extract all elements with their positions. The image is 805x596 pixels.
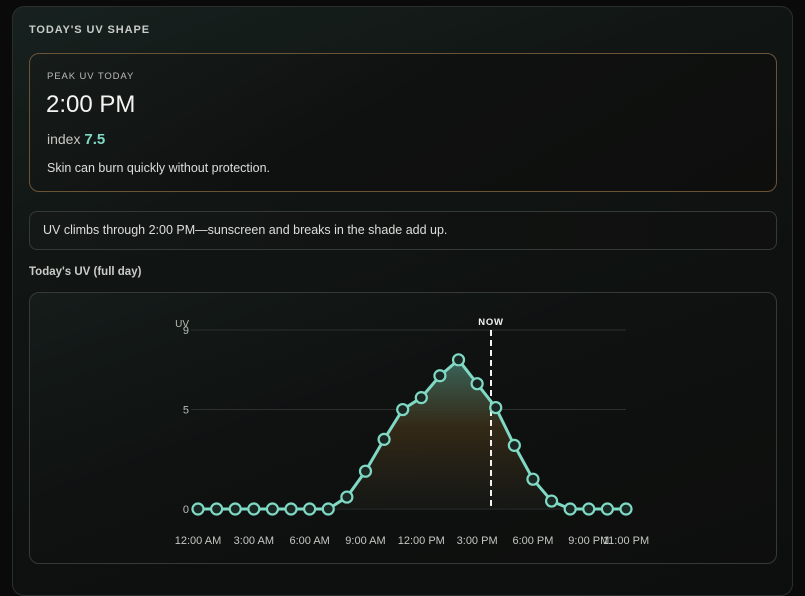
uv-data-point[interactable] <box>563 502 577 516</box>
uv-data-point[interactable] <box>303 502 317 516</box>
uv-data-point[interactable] <box>544 494 559 508</box>
y-tick-label: 9 <box>183 325 189 337</box>
uv-data-point[interactable] <box>247 502 261 516</box>
peak-uv-label: PEAK UV TODAY <box>47 71 135 82</box>
uv-data-point[interactable] <box>321 502 335 516</box>
y-tick-label: 5 <box>183 405 189 417</box>
uv-data-point[interactable] <box>470 377 484 391</box>
x-tick-label: 6:00 PM <box>512 535 553 547</box>
x-tick-label: 11:00 PM <box>603 535 649 547</box>
uv-data-point[interactable] <box>377 432 391 446</box>
uv-data-point[interactable] <box>526 472 540 486</box>
uv-data-point[interactable] <box>191 502 205 516</box>
uv-data-point[interactable] <box>507 438 521 452</box>
now-marker-label: NOW <box>478 317 504 328</box>
uv-data-point[interactable] <box>619 502 633 516</box>
x-tick-label: 12:00 PM <box>398 535 445 547</box>
y-tick-label: 0 <box>183 504 189 516</box>
peak-uv-card: PEAK UV TODAY 2:00 PM index 7.5 Skin can… <box>29 53 777 192</box>
uv-data-point[interactable] <box>358 464 373 478</box>
uv-data-point[interactable] <box>210 502 224 516</box>
chart-title: Today's UV (full day) <box>29 266 142 278</box>
peak-uv-index: index 7.5 <box>47 131 105 148</box>
peak-index-value: 7.5 <box>84 131 106 148</box>
x-tick-label: 6:00 AM <box>289 535 329 547</box>
uv-data-point[interactable] <box>433 369 447 383</box>
uv-data-point[interactable] <box>600 502 614 516</box>
x-tick-label: 9:00 AM <box>345 535 385 547</box>
x-tick-label: 3:00 AM <box>234 535 274 547</box>
uv-data-point[interactable] <box>489 400 503 415</box>
y-axis-label: UV <box>175 319 189 330</box>
uv-area-chart: 0 5 9UV NOW 12:00 AM 3:00 AM 6:00 AM 9:00 AM 12:… <box>175 317 649 547</box>
peak-index-label: index <box>47 131 81 147</box>
uv-area-fill <box>198 359 626 509</box>
x-tick-label: 9:00 PM <box>568 535 609 547</box>
peak-uv-time: 2:00 PM <box>46 91 136 118</box>
uv-chart-card: 0 5 9 UV NOW 12:00 AM 3:00 AM 6:00 AM 9:00 AM 12:… <box>29 292 777 564</box>
uv-data-point[interactable] <box>340 490 354 504</box>
peak-uv-note: Skin can burn quickly without protection… <box>47 161 271 175</box>
uv-data-point[interactable] <box>284 502 298 516</box>
section-title: TODAY'S UV SHAPE <box>29 24 150 36</box>
uv-advice-message: UV climbs through 2:00 PM—sunscreen and … <box>29 211 777 250</box>
uv-data-point[interactable] <box>396 402 410 417</box>
uv-data-point[interactable] <box>414 391 428 405</box>
x-tick-label: 3:00 PM <box>457 535 498 547</box>
uv-data-point[interactable] <box>228 502 242 516</box>
uv-data-point[interactable] <box>265 502 280 516</box>
x-tick-label: 12:00 AM <box>175 535 221 547</box>
uv-data-point[interactable] <box>451 353 466 367</box>
uv-data-point[interactable] <box>582 502 596 516</box>
